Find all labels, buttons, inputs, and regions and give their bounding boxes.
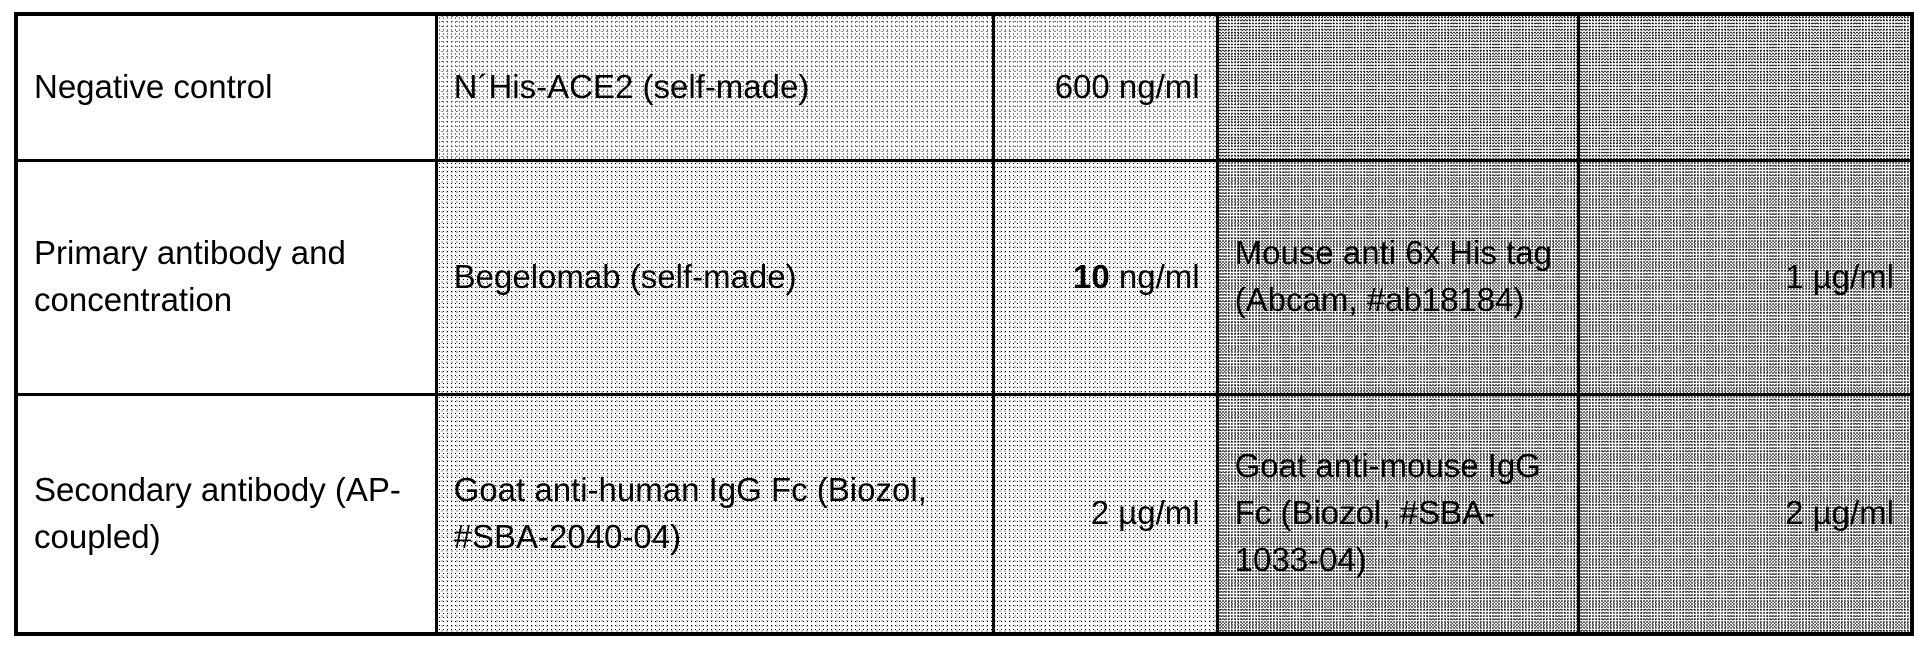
reagent-primary-cell: Goat anti-human IgG Fc (Biozol, #SBA-204… [434, 392, 996, 636]
concentration-primary-unit: 2 µg/ml [1090, 494, 1200, 532]
concentration-primary-cell: 10 ng/ml [992, 158, 1219, 396]
concentration-secondary-cell: 2 µg/ml [1576, 392, 1914, 636]
reagent-secondary-cell: Mouse anti 6x His tag (Abcam, #ab18184) [1215, 158, 1580, 396]
row-label-text: Primary antibody and concentration [34, 234, 346, 318]
table-row: Negative control N´His-ACE2 (self-made) … [14, 12, 1914, 162]
reagent-primary-text: Goat anti-human IgG Fc (Biozol, #SBA-204… [453, 470, 927, 555]
reagent-secondary-text: Mouse anti 6x His tag (Abcam, #ab18184) [1234, 234, 1552, 318]
concentration-primary-cell: 600 ng/ml [992, 12, 1219, 162]
reagent-primary-cell: N´His-ACE2 (self-made) [434, 12, 996, 162]
experiment-conditions-table: Negative control N´His-ACE2 (self-made) … [14, 12, 1914, 636]
row-label-cell: Negative control [14, 12, 438, 162]
concentration-secondary-cell [1576, 12, 1914, 162]
table-body: Negative control N´His-ACE2 (self-made) … [14, 12, 1914, 636]
row-label-cell: Secondary antibody (AP-coupled) [14, 392, 438, 636]
concentration-primary-value: 10 [1073, 257, 1110, 295]
concentration-secondary-cell: 1 µg/ml [1576, 158, 1914, 396]
reagent-secondary-cell [1215, 12, 1580, 162]
reagent-primary-text: Begelomab (self-made) [453, 257, 797, 295]
reagent-secondary-text: Goat anti-mouse IgG Fc (Biozol, #SBA-103… [1234, 447, 1541, 579]
row-label-text: Negative control [34, 67, 273, 105]
table-row: Secondary antibody (AP-coupled) Goat ant… [14, 392, 1914, 636]
reagent-primary-cell: Begelomab (self-made) [434, 158, 996, 396]
concentration-primary-text: 2 µg/ml [1011, 490, 1200, 537]
table-row: Primary antibody and concentration Begel… [14, 158, 1914, 396]
concentration-primary-text: 10 ng/ml [1011, 254, 1200, 301]
concentration-primary-text: 600 ng/ml [1011, 64, 1200, 111]
row-label-cell: Primary antibody and concentration [14, 158, 438, 396]
concentration-secondary-text: 2 µg/ml [1785, 494, 1894, 532]
reagent-primary-text: N´His-ACE2 (self-made) [453, 67, 810, 105]
concentration-primary-cell: 2 µg/ml [992, 392, 1219, 636]
row-label-text: Secondary antibody (AP-coupled) [34, 470, 401, 555]
concentration-primary-unit: ng/ml [1109, 257, 1200, 295]
concentration-secondary-text: 1 µg/ml [1785, 257, 1894, 295]
reagent-secondary-cell: Goat anti-mouse IgG Fc (Biozol, #SBA-103… [1215, 392, 1580, 636]
concentration-primary-unit: 600 ng/ml [1054, 67, 1200, 105]
